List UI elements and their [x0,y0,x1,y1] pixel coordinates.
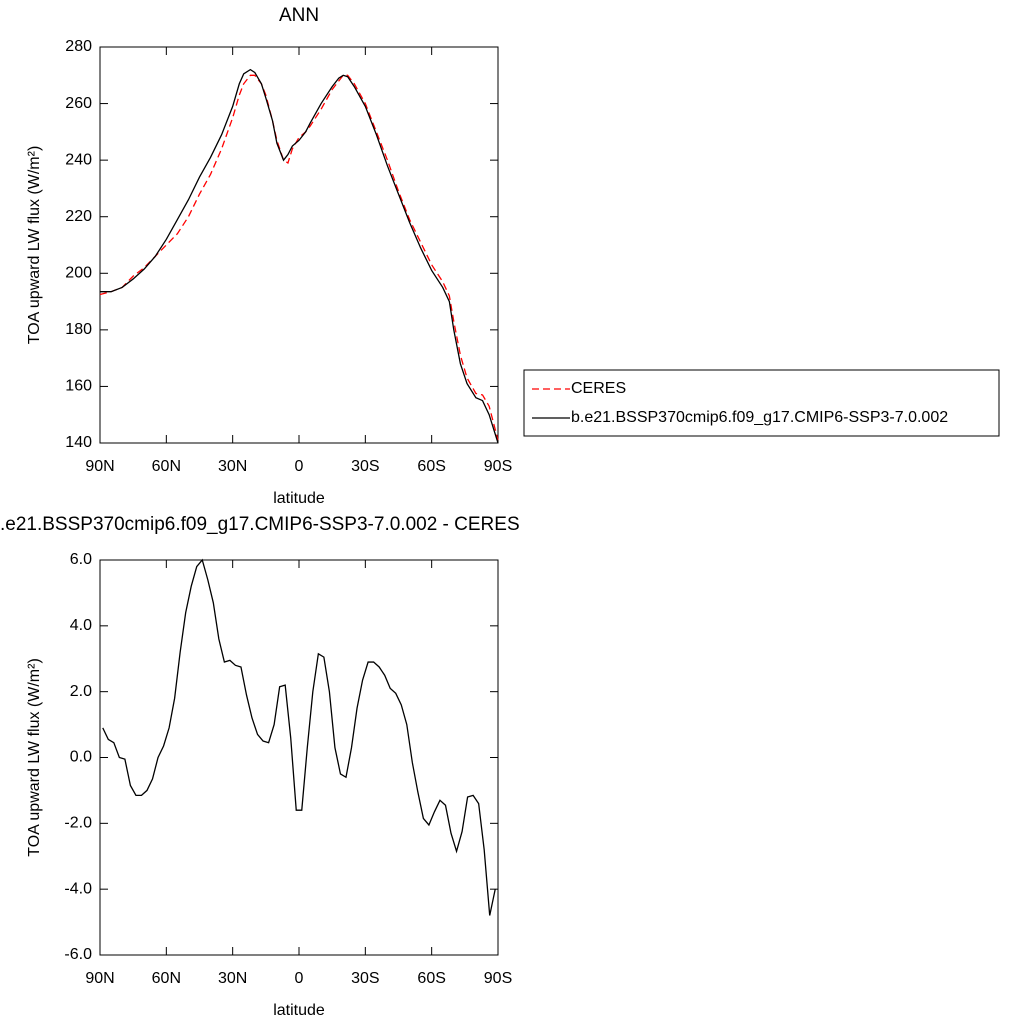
y-tick-label: 280 [65,38,92,55]
x-tick-label: 0 [295,458,304,475]
legend-label: CERES [571,380,626,397]
x-tick-label: 90N [85,970,114,987]
x-tick-label: 90S [484,970,512,987]
chart-title: ANN [279,5,319,26]
plot: .e21.BSSP370cmip6.f09_g17.CMIP6-SSP3-7.0… [0,514,520,1019]
x-tick-label: 60N [152,970,181,987]
x-tick-label: 90S [484,458,512,475]
data-line [100,68,499,444]
y-tick-label: 240 [65,151,92,168]
y-tick-label: 140 [65,434,92,451]
y-tick-label: 200 [65,265,92,282]
x-tick-label: 30S [351,458,379,475]
y-tick-label: 0.0 [70,749,92,766]
legend-label: b.e21.BSSP370cmip6.f09_g17.CMIP6-SSP3-7.… [571,409,948,426]
x-tick-label: 60S [417,458,445,475]
x-tick-label: 90N [85,458,114,475]
x-tick-label: 30N [218,970,247,987]
y-axis-label: TOA upward LW flux (W/m²) [26,146,43,345]
y-tick-label: 4.0 [70,617,92,634]
x-tick-label: 30N [218,458,247,475]
legend-box [523,369,1000,437]
data-line [102,558,496,916]
y-tick-label: 160 [65,378,92,395]
y-tick-label: -4.0 [64,880,92,897]
x-tick-label: 60S [417,970,445,987]
plot-frame [99,46,499,444]
x-tick-label: 60N [152,458,181,475]
y-axis-label: TOA upward LW flux (W/m²) [26,658,43,857]
y-tick-label: -2.0 [64,815,92,832]
y-tick-label: 180 [65,321,92,338]
x-axis-label: latitude [273,1002,325,1019]
legend: CERES b.e21.BSSP370cmip6.f09_g17.CMIP6-SS… [523,369,1000,437]
chart-title: .e21.BSSP370cmip6.f09_g17.CMIP6-SSP3-7.0… [0,514,520,535]
y-tick-label: 2.0 [70,683,92,700]
y-tick-label: -6.0 [64,946,92,963]
x-axis-label: latitude [273,490,325,507]
y-tick-label: 260 [65,95,92,112]
y-tick-label: 6.0 [70,551,92,568]
y-tick-label: 220 [65,208,92,225]
plot: ANN 140 160 180 200 220 240 260 280 90N 60N 30N 0 30S… [26,5,512,507]
plot-frame [99,559,499,956]
data-line [99,74,499,441]
x-tick-label: 0 [295,970,304,987]
x-tick-label: 30S [351,970,379,987]
